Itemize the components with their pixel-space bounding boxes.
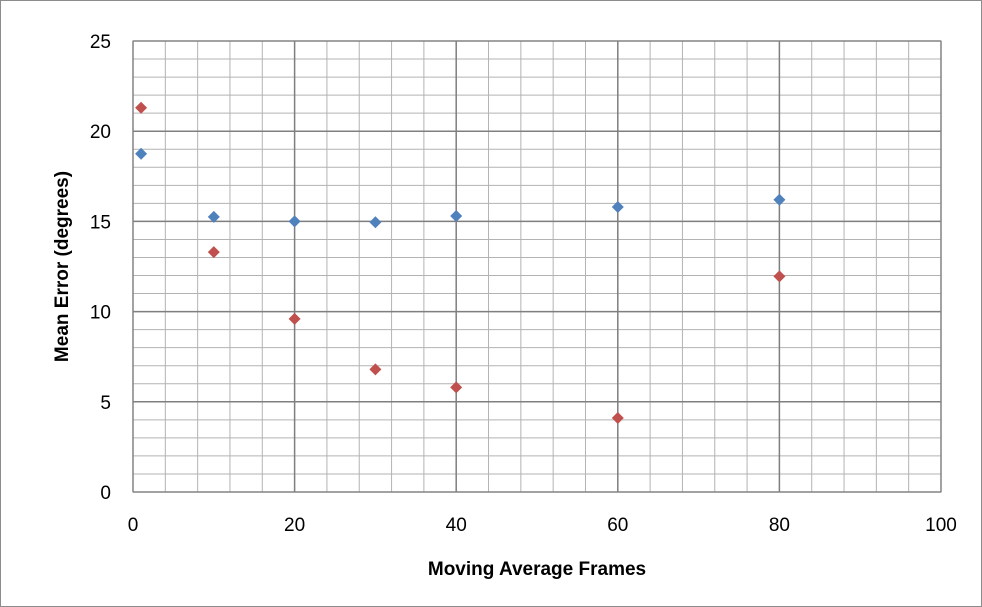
data-points [135, 101, 786, 425]
series-1-point [773, 193, 786, 206]
series-1-point [369, 216, 382, 229]
minor-gridlines [132, 40, 942, 493]
series-1-point [207, 210, 220, 223]
series-1-point [288, 215, 301, 228]
series-1-point [135, 147, 148, 160]
x-axis-title: Moving Average Frames [428, 559, 646, 580]
x-tick-label: 100 [925, 515, 957, 536]
series-1-point [611, 200, 624, 213]
series-2-point [773, 270, 786, 283]
x-tick-label: 40 [446, 515, 467, 536]
y-tick-label: 20 [90, 122, 111, 143]
y-tick-labels: 0 5 10 15 20 25 [90, 32, 111, 504]
series-1-point [450, 209, 463, 222]
x-tick-label: 60 [607, 515, 628, 536]
y-axis-title: Mean Error (degrees) [52, 171, 73, 362]
series-2-point [207, 246, 220, 259]
series-2-point [611, 412, 624, 425]
y-tick-label: 10 [90, 303, 111, 324]
y-tick-label: 0 [100, 483, 111, 504]
x-tick-labels: 0 20 40 60 80 100 [128, 515, 957, 536]
x-tick-label: 20 [284, 515, 305, 536]
x-tick-label: 0 [128, 515, 139, 536]
x-tick-label: 80 [769, 515, 790, 536]
series-2-point [450, 381, 463, 394]
series-2-point [135, 101, 148, 114]
y-tick-label: 15 [90, 212, 111, 233]
series-2-point [288, 312, 301, 325]
y-tick-label: 25 [90, 32, 111, 53]
major-gridlines [132, 40, 942, 493]
series-2-point [369, 363, 382, 376]
y-tick-label: 5 [100, 393, 111, 414]
plot-area-border [132, 40, 942, 493]
